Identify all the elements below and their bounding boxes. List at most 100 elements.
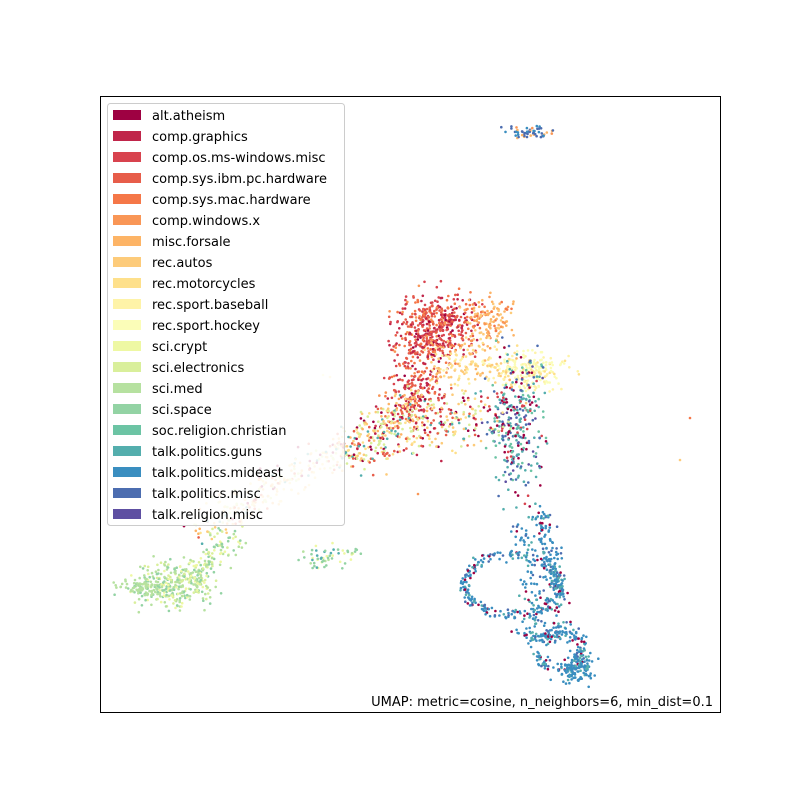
scatter-point <box>426 420 430 423</box>
scatter-point <box>572 672 575 675</box>
scatter-point <box>485 328 488 331</box>
scatter-point <box>509 472 512 475</box>
scatter-point <box>533 409 536 413</box>
scatter-point <box>535 655 539 658</box>
scatter-point <box>225 531 228 535</box>
scatter-point <box>536 365 539 368</box>
scatter-point <box>384 434 387 437</box>
scatter-point <box>549 678 552 682</box>
scatter-point <box>476 317 480 320</box>
scatter-point <box>515 439 518 442</box>
scatter-point <box>511 302 515 306</box>
scatter-point <box>439 318 443 321</box>
scatter-point <box>405 322 408 326</box>
scatter-point <box>503 310 506 313</box>
legend-label: alt.atheism <box>152 109 225 124</box>
scatter-point <box>569 666 573 669</box>
scatter-point <box>491 302 495 306</box>
scatter-point <box>589 651 592 655</box>
scatter-point <box>180 570 183 573</box>
scatter-point <box>488 428 491 432</box>
scatter-point <box>558 595 562 599</box>
scatter-point <box>219 548 223 552</box>
scatter-point <box>525 636 528 639</box>
scatter-point <box>456 298 459 301</box>
scatter-point <box>314 544 318 548</box>
scatter-point <box>199 563 202 567</box>
scatter-point <box>580 640 583 643</box>
scatter-point <box>419 373 423 377</box>
scatter-point <box>561 588 565 592</box>
scatter-point <box>476 364 480 368</box>
scatter-point <box>549 585 552 589</box>
scatter-point <box>556 602 559 606</box>
scatter-point <box>556 635 559 639</box>
scatter-point <box>553 601 556 604</box>
scatter-point <box>489 557 492 561</box>
scatter-point <box>529 570 533 574</box>
scatter-point <box>535 134 538 138</box>
scatter-point <box>471 303 475 306</box>
scatter-point <box>163 580 166 583</box>
scatter-point <box>515 357 518 360</box>
scatter-point <box>547 631 550 635</box>
scatter-point <box>433 392 437 395</box>
scatter-point <box>541 410 545 413</box>
scatter-point <box>201 585 205 589</box>
scatter-point <box>550 628 553 632</box>
scatter-point <box>572 628 575 632</box>
scatter-point <box>433 315 437 318</box>
scatter-point <box>587 685 590 689</box>
scatter-point <box>477 560 480 564</box>
scatter-point <box>532 634 535 638</box>
scatter-point <box>542 512 546 516</box>
scatter-point <box>148 589 151 593</box>
scatter-point <box>539 634 543 638</box>
scatter-point <box>558 625 561 628</box>
scatter-point <box>543 621 547 625</box>
scatter-point <box>429 379 432 382</box>
scatter-point <box>554 626 558 629</box>
scatter-point <box>414 338 417 342</box>
scatter-point <box>387 402 391 406</box>
scatter-point <box>562 574 566 577</box>
scatter-point <box>472 556 475 560</box>
scatter-point <box>360 457 363 460</box>
scatter-point <box>484 446 488 450</box>
scatter-point <box>311 566 314 570</box>
scatter-point <box>546 638 549 641</box>
scatter-point <box>497 323 501 327</box>
scatter-point <box>456 293 460 297</box>
scatter-point <box>205 564 208 567</box>
scatter-point <box>426 355 430 359</box>
scatter-point <box>440 459 443 463</box>
scatter-point <box>538 532 541 535</box>
scatter-point <box>493 552 497 555</box>
scatter-point <box>472 600 476 603</box>
scatter-point <box>466 348 470 352</box>
scatter-point <box>540 363 543 366</box>
scatter-point <box>517 413 521 417</box>
scatter-point <box>416 332 420 335</box>
scatter-point <box>558 565 561 568</box>
scatter-point <box>435 343 439 347</box>
scatter-point <box>408 382 411 386</box>
scatter-point <box>532 558 535 561</box>
scatter-point <box>155 576 159 580</box>
scatter-point <box>440 396 444 400</box>
scatter-point <box>385 452 388 456</box>
scatter-point <box>157 568 160 572</box>
scatter-point <box>562 362 566 365</box>
scatter-point <box>472 571 476 575</box>
scatter-point <box>532 617 535 620</box>
scatter-point <box>479 390 483 393</box>
scatter-point <box>545 568 549 571</box>
scatter-point <box>409 367 412 370</box>
scatter-point <box>457 402 460 406</box>
scatter-point <box>164 587 168 591</box>
scatter-point <box>540 350 544 354</box>
scatter-point <box>448 357 451 361</box>
scatter-point <box>515 350 519 353</box>
scatter-point <box>505 431 508 435</box>
scatter-point <box>212 557 216 561</box>
